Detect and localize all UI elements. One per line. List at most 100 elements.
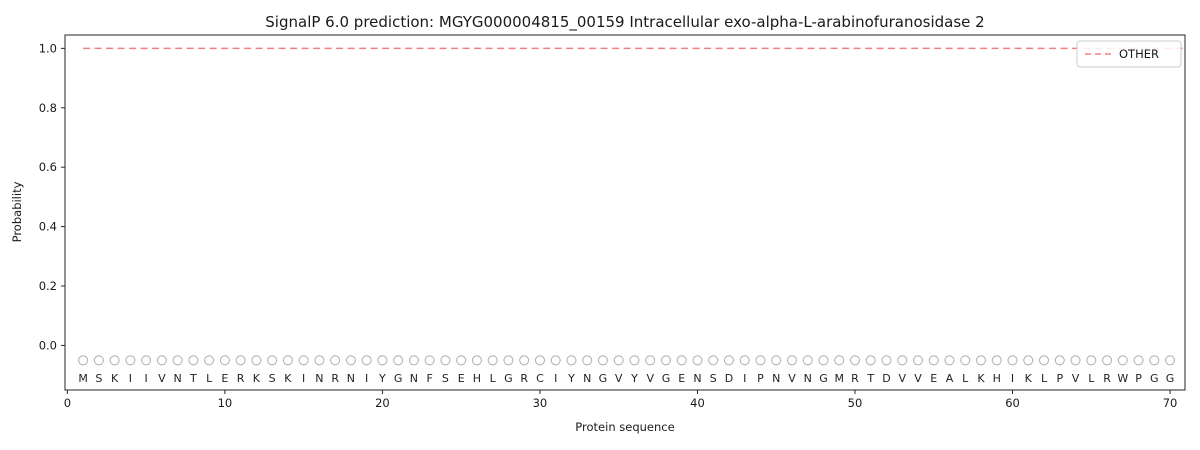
residue-marker xyxy=(834,355,845,366)
residue-letter: M xyxy=(834,372,844,385)
residue-letter: Y xyxy=(567,372,575,385)
residue-letter: P xyxy=(1135,372,1142,385)
x-tick-label: 20 xyxy=(375,396,390,410)
residue-marker xyxy=(786,355,798,366)
residue-marker xyxy=(723,355,735,366)
residue-marker xyxy=(944,355,955,366)
axes-frame xyxy=(64,34,1186,391)
residue-marker xyxy=(1164,355,1176,366)
residue-marker xyxy=(912,355,924,366)
residue-letter: V xyxy=(615,372,623,385)
residue-marker xyxy=(1007,355,1018,366)
residue-marker xyxy=(330,355,341,366)
residue-marker xyxy=(975,355,987,366)
residue-marker xyxy=(78,355,89,366)
residue-letter: G xyxy=(599,372,608,385)
residue-letter: K xyxy=(1025,372,1033,385)
residue-marker xyxy=(1054,355,1065,366)
residue-marker xyxy=(1070,355,1081,366)
x-axis-label: Protein sequence xyxy=(575,420,675,434)
residue-marker xyxy=(1023,355,1034,366)
residue-letter: E xyxy=(930,372,937,385)
y-tick-label: 0.2 xyxy=(39,279,57,293)
residue-marker xyxy=(282,355,293,366)
residue-letter: V xyxy=(898,372,906,385)
residue-letter: R xyxy=(851,372,859,385)
residue-letter: D xyxy=(725,372,733,385)
residue-letter: M xyxy=(78,372,88,385)
x-tick-label: 60 xyxy=(1005,396,1020,410)
x-tick-label: 40 xyxy=(690,396,705,410)
residue-letter: P xyxy=(1056,372,1063,385)
residue-letter: G xyxy=(819,372,828,385)
residue-marker xyxy=(550,355,561,366)
residue-letter: R xyxy=(237,372,245,385)
residue-marker xyxy=(566,355,577,366)
residue-letter: N xyxy=(410,372,418,385)
residue-marker xyxy=(1133,355,1144,366)
residue-marker xyxy=(93,355,104,366)
residue-marker xyxy=(471,355,482,366)
residue-letter: F xyxy=(427,372,433,385)
residue-marker xyxy=(849,355,861,366)
residue-marker xyxy=(251,355,262,366)
residue-marker xyxy=(818,355,829,366)
residue-marker xyxy=(267,355,278,366)
residue-letter: R xyxy=(1103,372,1111,385)
residue-marker xyxy=(582,355,593,366)
residue-letter: I xyxy=(743,372,746,385)
residue-letter: I xyxy=(1011,372,1014,385)
residue-letter: G xyxy=(1150,372,1159,385)
residue-marker xyxy=(361,355,372,366)
residue-letter: H xyxy=(993,372,1001,385)
residue-letter: Y xyxy=(378,372,386,385)
y-tick-label: 0.4 xyxy=(39,220,57,234)
residue-letter: W xyxy=(1117,372,1128,385)
residue-marker xyxy=(298,355,309,366)
residue-marker xyxy=(865,355,876,366)
residue-letter: L xyxy=(962,372,969,385)
residue-letter: E xyxy=(221,372,228,385)
residue-marker xyxy=(519,355,530,366)
residue-marker xyxy=(629,355,640,366)
legend-label: OTHER xyxy=(1119,47,1159,61)
residue-letter: A xyxy=(946,372,954,385)
residue-marker xyxy=(219,355,230,366)
residue-letter: K xyxy=(284,372,292,385)
residue-marker xyxy=(991,355,1002,366)
residue-letter: N xyxy=(315,372,323,385)
residue-letter: N xyxy=(804,372,812,385)
residue-marker xyxy=(960,355,971,366)
x-tick-label: 70 xyxy=(1163,396,1178,410)
residue-marker xyxy=(141,355,152,366)
residue-marker xyxy=(1117,355,1128,366)
residue-marker xyxy=(503,355,514,366)
residue-letter: T xyxy=(866,372,874,385)
residue-letter: S xyxy=(710,372,717,385)
residue-letter: K xyxy=(111,372,119,385)
residue-marker xyxy=(1038,355,1050,366)
residue-marker xyxy=(534,355,545,366)
residue-marker xyxy=(755,355,766,366)
residue-marker xyxy=(408,355,419,366)
residue-letter: S xyxy=(269,372,276,385)
residue-letter: E xyxy=(458,372,465,385)
residue-marker xyxy=(692,355,703,366)
residue-marker xyxy=(881,355,892,366)
chart-title: SignalP 6.0 prediction: MGYG000004815_00… xyxy=(265,13,985,31)
residue-letter: K xyxy=(253,372,261,385)
residue-marker xyxy=(660,355,672,366)
residue-letter: T xyxy=(189,372,197,385)
residue-letter: C xyxy=(536,372,544,385)
residue-letter: V xyxy=(914,372,922,385)
x-tick-label: 10 xyxy=(218,396,233,410)
residue-marker xyxy=(172,355,183,366)
residue-letter: S xyxy=(442,372,449,385)
residue-marker xyxy=(314,355,325,366)
residue-marker xyxy=(235,355,246,366)
residue-letter: D xyxy=(882,372,890,385)
residue-letter: I xyxy=(365,372,368,385)
residue-marker xyxy=(802,355,813,366)
residue-marker xyxy=(456,355,467,366)
